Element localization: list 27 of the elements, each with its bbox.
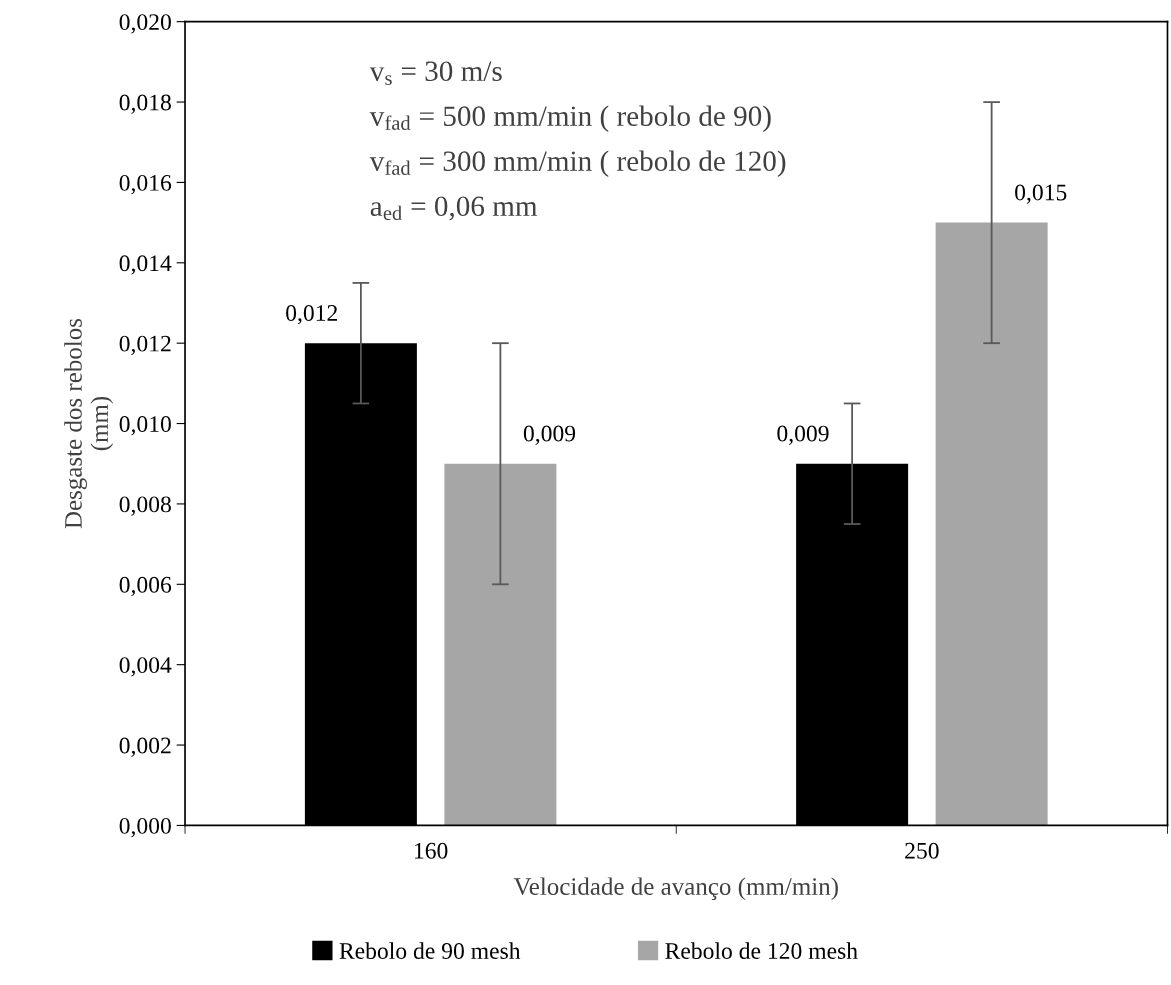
annotation: v$_{fad}$ = 500 mm/min ( rebolo de 90) — [369, 105, 771, 132]
x-tick-label: 160 — [415, 842, 448, 859]
y-tick-label: 0,006 — [119, 576, 172, 597]
data-label: 0,009 — [523, 425, 576, 445]
x-axis-title: Velocidade de avanço (mm/min) — [513, 877, 838, 901]
y-tick-label: 0,020 — [119, 14, 171, 34]
y-tick-label: 0,014 — [119, 255, 172, 275]
data-label: 0,009 — [777, 425, 829, 445]
y-tick-label: 0,010 — [119, 416, 171, 436]
y-tick-label: 0,002 — [119, 737, 171, 757]
y-tick-label: 0,008 — [119, 496, 171, 516]
legend-label: Rebolo de 90 mesh — [339, 942, 521, 959]
annotation: v$_{fad}$ = 300 mm/min ( rebolo de 120) — [369, 150, 786, 177]
annotation: v$_{s}$ = 30 m/s — [369, 61, 502, 85]
y-tick-label: 0,016 — [119, 174, 172, 195]
y-tick-label: 0,000 — [119, 817, 171, 838]
data-label: 0,015 — [1015, 184, 1067, 204]
data-label: 0,012 — [286, 305, 338, 325]
bar — [444, 463, 557, 826]
x-tick-label: 250 — [905, 842, 939, 859]
annotation: a$_{ed}$ = 0,06 mm — [370, 196, 538, 221]
bar — [935, 222, 1048, 826]
y-tick-label: 0,004 — [119, 657, 172, 677]
y-tick-label: 0,018 — [119, 94, 171, 114]
y-tick-label: 0,012 — [119, 335, 171, 355]
legend-label: Rebolo de 120 mesh — [665, 942, 858, 959]
y-axis-title: Desgaste dos rebolos (mm) — [64, 318, 114, 529]
